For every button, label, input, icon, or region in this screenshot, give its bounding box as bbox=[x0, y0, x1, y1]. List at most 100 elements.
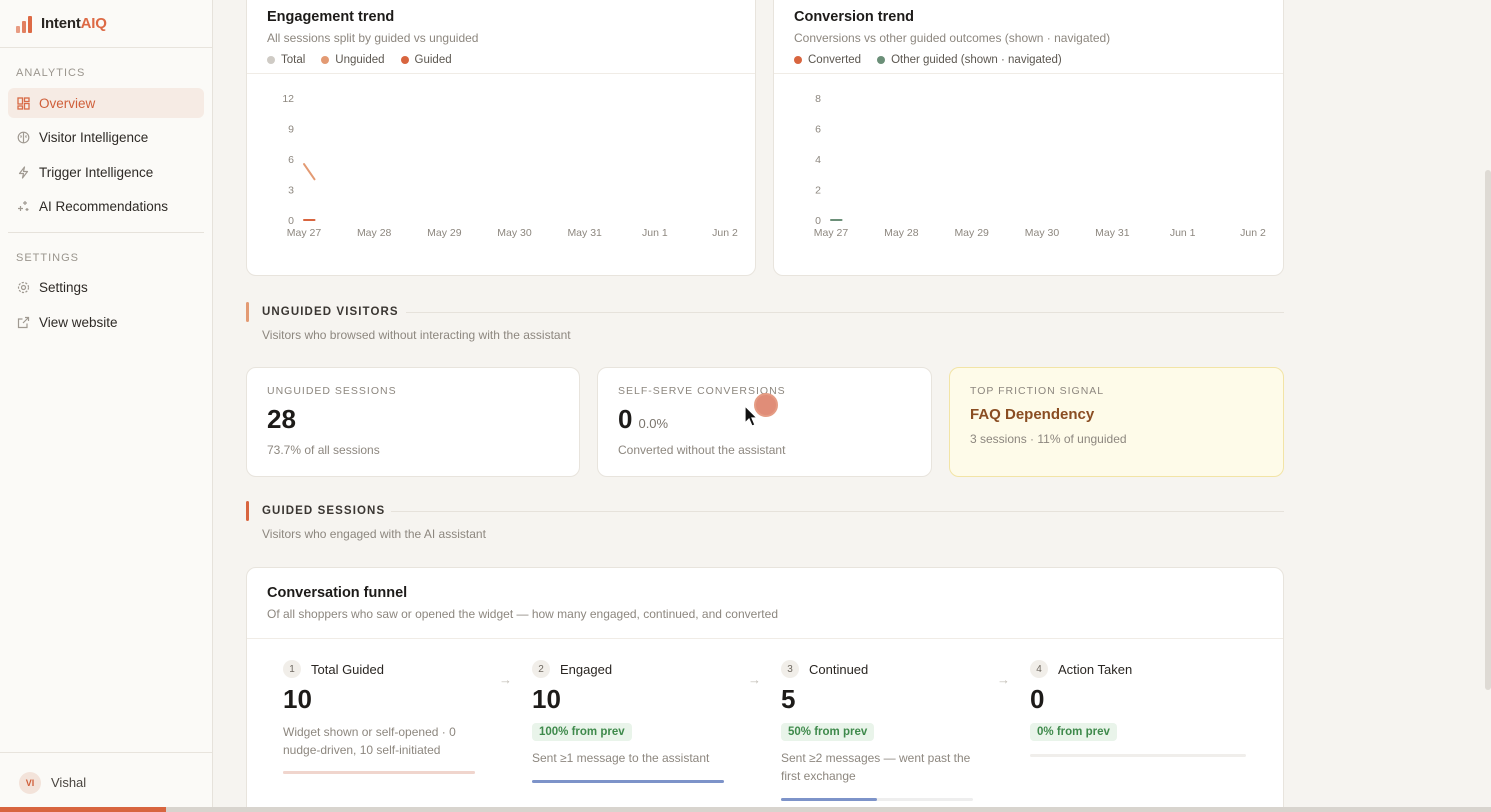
unguided-section-header: UNGUIDED VISITORS Visitors who browsed w… bbox=[246, 302, 1284, 346]
grid-icon bbox=[16, 96, 30, 110]
engagement-x-tick: Jun 1 bbox=[642, 227, 668, 239]
sidebar-item-ai-recommendations[interactable]: AI Recommendations bbox=[8, 192, 204, 222]
stat-note: Converted without the assistant bbox=[618, 443, 786, 457]
legend-item-guided[interactable]: Guided bbox=[400, 54, 452, 66]
funnel-step-action-taken: 4 Action Taken 0 0% from prev bbox=[1030, 660, 1246, 741]
funnel-step-total-guided: 1 Total Guided 10 Widget shown or self-op… bbox=[283, 660, 475, 759]
nav-heading-analytics: ANALYTICS bbox=[16, 67, 86, 79]
step-note: Widget shown or self-opened · 0 nudge-dr… bbox=[283, 725, 456, 757]
step-number: 1 bbox=[283, 660, 301, 678]
gear-icon bbox=[16, 281, 30, 295]
conversion-legend: Converted Other guided (shown · navigate… bbox=[794, 54, 1263, 66]
stat-percent: 0.0% bbox=[638, 416, 669, 431]
conversion-y-tick: 4 bbox=[815, 154, 821, 166]
funnel-step-engaged: 2 Engaged 10 100% from prev Sent ≥1 messa… bbox=[532, 660, 724, 767]
engagement-title: Engagement trend bbox=[267, 9, 395, 25]
funnel-title: Conversation funnel bbox=[267, 585, 408, 601]
step-badge: 50% from prev bbox=[781, 723, 875, 741]
sidebar-item-view-website[interactable]: View website bbox=[8, 307, 204, 337]
legend-dot bbox=[400, 56, 409, 64]
step-value: 0 bbox=[1030, 684, 1045, 714]
engagement-chart: 0 3 6 9 12 May 27 May 28 May 29 May 30 May 31 Jun … bbox=[282, 93, 738, 239]
engagement-y-tick: 9 bbox=[288, 124, 294, 136]
conversion-y-tick: 8 bbox=[815, 93, 821, 105]
brand-logo-icon bbox=[16, 15, 32, 33]
engagement-x-tick: May 30 bbox=[497, 227, 532, 239]
sidebar-item-settings[interactable]: Settings bbox=[8, 273, 204, 303]
section-subtitle: Visitors who engaged with the AI assista… bbox=[262, 527, 486, 541]
legend-item-unguided[interactable]: Unguided bbox=[321, 54, 385, 66]
conversion-x-tick: May 30 bbox=[1025, 227, 1060, 239]
conversion-x-tick: May 29 bbox=[954, 227, 989, 239]
user-menu[interactable]: VI Vishal bbox=[0, 752, 212, 812]
funnel-bar-track bbox=[781, 798, 973, 801]
legend-item-total[interactable]: Total bbox=[267, 54, 305, 66]
funnel-bar-fill bbox=[283, 771, 475, 774]
sidebar-item-label: Trigger Intelligence bbox=[39, 164, 154, 180]
step-number: 2 bbox=[532, 660, 550, 678]
scrollbar[interactable] bbox=[1485, 170, 1491, 690]
unguided-sessions-card: UNGUIDED SESSIONS 28 73.7% of all sessio… bbox=[246, 367, 580, 477]
brain-icon bbox=[16, 131, 30, 145]
sidebar-item-label: View website bbox=[39, 314, 118, 330]
stat-note: 3 sessions · 11% of unguided bbox=[970, 432, 1127, 446]
step-badge: 0% from prev bbox=[1030, 723, 1117, 741]
section-subtitle: Visitors who browsed without interacting… bbox=[262, 328, 571, 342]
stat-label: TOP FRICTION SIGNAL bbox=[970, 385, 1105, 397]
legend-dot bbox=[267, 56, 275, 64]
sidebar-item-overview[interactable]: Overview bbox=[8, 88, 204, 118]
conversion-x-tick: Jun 1 bbox=[1170, 227, 1196, 239]
top-friction-signal-card[interactable]: TOP FRICTION SIGNAL FAQ Dependency 3 ses… bbox=[949, 367, 1284, 477]
engagement-x-tick: May 28 bbox=[357, 227, 392, 239]
step-value: 5 bbox=[781, 684, 796, 714]
sidebar-item-label: Visitor Intelligence bbox=[39, 130, 149, 145]
sidebar-item-visitor-intelligence[interactable]: Visitor Intelligence bbox=[8, 123, 204, 153]
legend-item-converted[interactable]: Converted bbox=[794, 54, 861, 66]
avatar: VI bbox=[19, 771, 41, 794]
conversion-title: Conversion trend bbox=[794, 9, 915, 25]
engagement-trend-card: Engagement trend All sessions split by g… bbox=[246, 0, 756, 276]
step-value: 10 bbox=[283, 684, 312, 714]
conversation-funnel-card: Conversation funnel Of all shoppers who … bbox=[246, 567, 1284, 812]
sidebar-item-label: AI Recommendations bbox=[39, 199, 169, 214]
conversion-x-tick: Jun 2 bbox=[1240, 227, 1266, 239]
sparkle-icon bbox=[16, 200, 30, 214]
external-link-icon bbox=[16, 315, 30, 329]
conversion-chart: 0 2 4 6 8 May 27 May 28 May 29 May 30 May 31 Jun 1… bbox=[814, 93, 1266, 239]
mouse-cursor-icon bbox=[744, 405, 759, 427]
step-value: 10 bbox=[532, 684, 561, 714]
section-title: GUIDED SESSIONS bbox=[262, 505, 386, 517]
engagement-x-tick: May 31 bbox=[567, 227, 602, 239]
funnel-bar-fill bbox=[532, 780, 724, 783]
funnel-bar-fill bbox=[781, 798, 877, 801]
brand[interactable]: IntentAIQ bbox=[0, 0, 212, 48]
self-serve-conversions-card: SELF-SERVE CONVERSIONS 0 0.0% Converted w… bbox=[597, 367, 932, 477]
arrow-right-icon: → bbox=[748, 672, 761, 687]
step-number: 3 bbox=[781, 660, 799, 678]
conversion-y-tick: 6 bbox=[815, 124, 821, 136]
sidebar: IntentAIQ ANALYTICS Overview Visitor Int… bbox=[0, 0, 213, 812]
main-content: Engagement trend All sessions split by g… bbox=[213, 0, 1491, 812]
conversion-y-tick: 0 bbox=[815, 215, 821, 227]
sidebar-item-trigger-intelligence[interactable]: Trigger Intelligence bbox=[8, 157, 204, 187]
funnel-bar-track bbox=[532, 780, 724, 783]
cursor-highlight bbox=[754, 393, 778, 417]
stat-label: SELF-SERVE CONVERSIONS bbox=[618, 385, 786, 397]
legend-item-other-guided[interactable]: Other guided (shown · navigated) bbox=[877, 54, 1062, 66]
engagement-y-tick: 0 bbox=[288, 215, 294, 227]
engagement-series-line bbox=[303, 163, 316, 181]
step-note: Sent ≥2 messages — went past the first e… bbox=[781, 751, 971, 783]
progress-bar bbox=[0, 807, 1491, 812]
nav-divider bbox=[8, 231, 204, 233]
legend-dot bbox=[877, 56, 886, 64]
engagement-x-tick: May 29 bbox=[427, 227, 462, 239]
conversion-x-tick: May 27 bbox=[814, 227, 849, 239]
step-badge: 100% from prev bbox=[532, 723, 632, 741]
guided-section-header: GUIDED SESSIONS Visitors who engaged wit… bbox=[246, 501, 1284, 545]
user-name: Vishal bbox=[51, 775, 87, 790]
legend-dot bbox=[794, 56, 802, 64]
stat-value: 0 0.0% bbox=[618, 404, 669, 434]
stat-label: UNGUIDED SESSIONS bbox=[267, 385, 397, 397]
step-note: Sent ≥1 message to the assistant bbox=[532, 751, 710, 765]
conversion-subtitle: Conversions vs other guided outcomes (sh… bbox=[794, 31, 1111, 45]
